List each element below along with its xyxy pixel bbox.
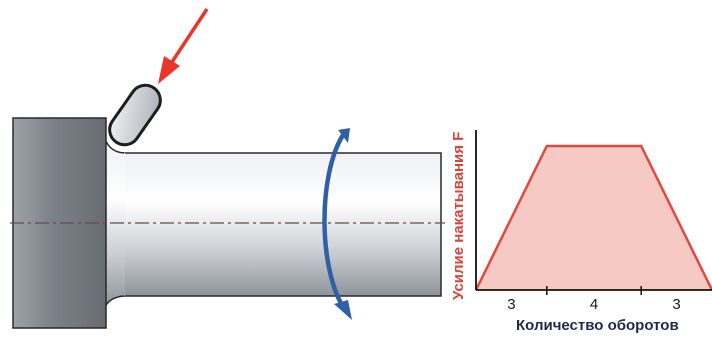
force-profile-area <box>476 146 712 290</box>
x-segment-label: 3 <box>672 296 680 313</box>
force-arrow-icon <box>158 8 209 84</box>
rotation-arrow-icon <box>322 128 352 320</box>
x-segment-label: 4 <box>590 296 598 313</box>
x-segment-label: 3 <box>507 296 515 313</box>
x-axis-title: Количество оборотов <box>516 317 679 334</box>
roller-icon <box>108 83 162 147</box>
force-profile-line <box>474 144 712 291</box>
shaft-main-cylinder <box>104 152 442 297</box>
rolling-force-chart: 3 4 3 Усилие накатывания F Количество обор… <box>450 130 712 334</box>
workpiece-shaft <box>10 117 445 329</box>
y-axis-title: Усилие накатывания F <box>450 132 467 300</box>
